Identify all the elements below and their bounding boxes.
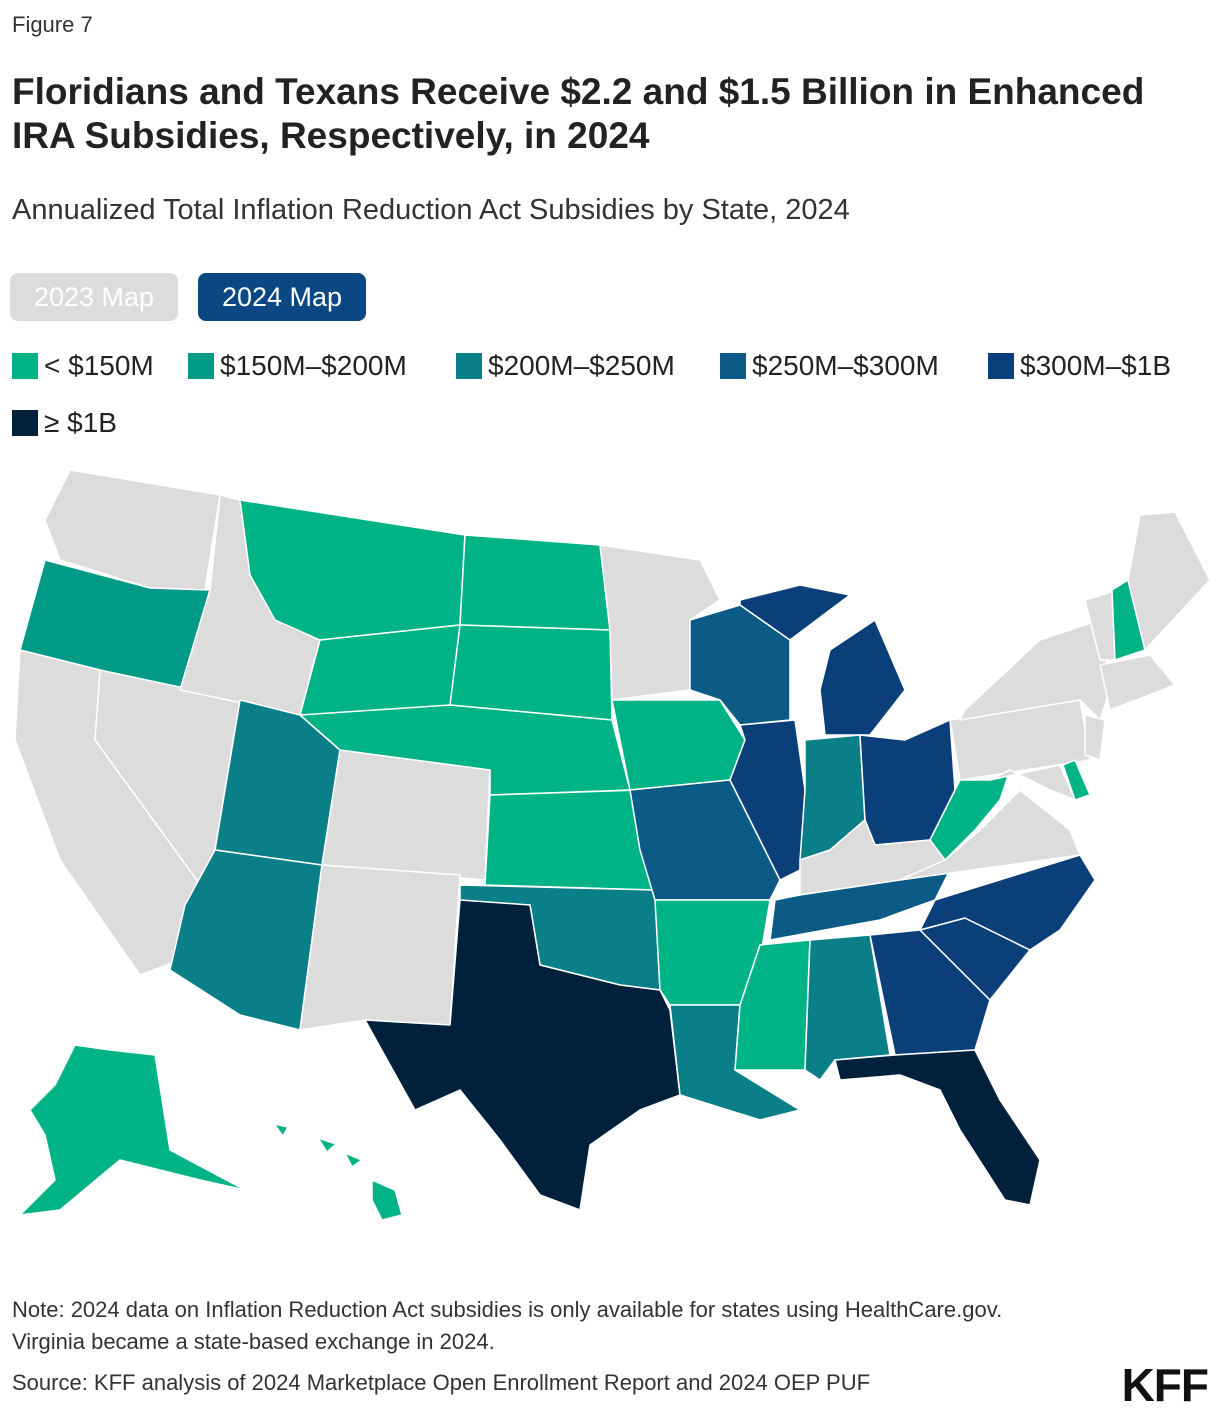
state-nd[interactable]	[459, 534, 611, 631]
state-nc[interactable]	[919, 854, 1096, 951]
chart-title: Floridians and Texans Receive $2.2 and $…	[12, 71, 1145, 156]
state-nj[interactable]	[1084, 714, 1106, 761]
state-ne[interactable]	[299, 704, 631, 796]
legend-label: $300M–$1B	[1020, 350, 1172, 381]
legend-item: < $150M	[12, 350, 154, 382]
legend-label: ≥ $1B	[44, 407, 117, 438]
legend-item: $150M–$200M	[188, 350, 407, 382]
legend-swatch	[12, 410, 38, 436]
state-fl[interactable]	[834, 1049, 1041, 1206]
state-ga[interactable]	[869, 929, 991, 1056]
state-tx[interactable]	[364, 899, 681, 1211]
state-ia[interactable]	[611, 699, 746, 791]
state-nm[interactable]	[299, 864, 461, 1031]
toggle-2023-map-button[interactable]: 2023 Map	[10, 273, 178, 321]
state-hi-small-3[interactable]	[273, 1123, 289, 1137]
legend-swatch	[988, 353, 1014, 379]
toggle-2024-map-button[interactable]: 2024 Map	[198, 273, 366, 321]
state-hi-small-2[interactable]	[344, 1152, 363, 1168]
state-hi-big[interactable]	[371, 1179, 403, 1221]
legend-swatch	[12, 353, 38, 379]
state-hi-small-1[interactable]	[317, 1137, 337, 1153]
state-co[interactable]	[321, 749, 491, 881]
legend-swatch	[720, 353, 746, 379]
legend-label: $200M–$250M	[488, 350, 675, 381]
legend-item: $250M–$300M	[720, 350, 939, 382]
state-de[interactable]	[1062, 759, 1091, 801]
footnote: Note: 2024 data on Inflation Reduction A…	[12, 1297, 1003, 1354]
state-me[interactable]	[1127, 511, 1211, 651]
legend-label: < $150M	[44, 350, 154, 381]
state-mt[interactable]	[239, 499, 466, 641]
source-note: Source: KFF analysis of 2024 Marketplace…	[12, 1370, 871, 1395]
state-ms[interactable]	[734, 939, 811, 1071]
state-mi[interactable]	[739, 584, 851, 641]
state-il[interactable]	[729, 719, 806, 881]
kff-logo: KFF	[1121, 1359, 1209, 1411]
chart-subtitle: Annualized Total Inflation Reduction Act…	[12, 194, 850, 226]
figure-label: Figure 7	[12, 12, 93, 37]
legend-swatch	[456, 353, 482, 379]
legend-swatch	[188, 353, 214, 379]
state-tn[interactable]	[769, 869, 951, 941]
state-ma-ct-ri[interactable]	[1099, 654, 1176, 711]
state-ny[interactable]	[959, 619, 1111, 721]
state-ak[interactable]	[19, 1044, 246, 1216]
legend-label: $250M–$300M	[752, 350, 939, 381]
legend-label: $150M–$200M	[220, 350, 407, 381]
state-sd[interactable]	[449, 624, 613, 721]
legend-item: $300M–$1B	[988, 350, 1171, 382]
state-ks[interactable]	[484, 789, 656, 891]
state-md[interactable]	[989, 764, 1076, 801]
state-mi-lower[interactable]	[819, 619, 906, 736]
legend-item: ≥ $1B	[12, 407, 117, 439]
us-state-map	[0, 460, 1220, 1240]
legend-item: $200M–$250M	[456, 350, 675, 382]
